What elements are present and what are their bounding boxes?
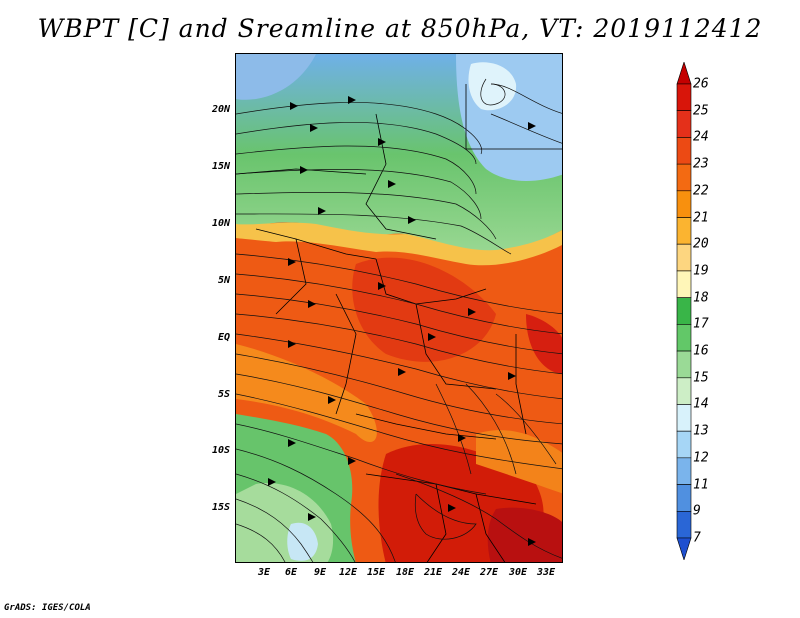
lon-label-12e: 12E	[338, 567, 358, 578]
color-scale-segments	[676, 62, 692, 560]
color-scale-bar	[676, 62, 692, 560]
lon-label-18e: 18E	[395, 567, 415, 578]
color-scale-swatch	[676, 270, 692, 298]
color-scale-swatch	[676, 537, 692, 560]
color-scale-label: 18	[693, 290, 709, 306]
color-scale-label: 19	[693, 263, 709, 279]
lon-label-24e: 24E	[451, 567, 471, 578]
color-scale-label: 25	[693, 103, 709, 119]
orange-band-southwest	[236, 344, 377, 443]
color-scale-swatch	[676, 243, 692, 272]
color-scale-swatch	[676, 510, 692, 539]
streamlines	[236, 78, 562, 562]
color-scale-swatch	[676, 430, 692, 459]
color-scale-label: 21	[693, 210, 709, 226]
lon-label-21e: 21E	[423, 567, 443, 578]
lon-label-33e: 33E	[536, 567, 556, 578]
color-scale-label: 22	[693, 183, 709, 199]
color-scale-swatch	[676, 137, 692, 165]
color-scale-label: 13	[693, 423, 709, 439]
color-scale-swatch	[676, 457, 692, 485]
grads-credit: GrADS: IGES/COLA	[4, 603, 91, 613]
map-title: WBPT [C] and Sreamline at 850hPa, VT: 20…	[37, 14, 763, 43]
color-scale-label: 7	[693, 530, 701, 546]
color-scale-label: 14	[693, 396, 709, 412]
color-scale-label: 20	[693, 236, 709, 252]
orange-band-east	[476, 430, 562, 494]
color-scale-label: 9	[693, 503, 701, 519]
lat-label-eq: EQ	[217, 332, 230, 343]
color-scale-swatch	[676, 110, 692, 138]
lat-label-5n: 5N	[217, 275, 230, 286]
wbpt-streamline-map	[236, 54, 562, 562]
color-scale-label: 17	[693, 316, 709, 332]
country-borders	[236, 84, 562, 562]
lat-label-10n: 10N	[211, 218, 230, 229]
color-scale-swatch	[676, 324, 692, 352]
lat-label-5s: 5S	[217, 389, 230, 400]
color-scale-label: 26	[693, 76, 709, 92]
blue-southwest	[287, 522, 318, 561]
color-scale-label: 16	[693, 343, 709, 359]
color-scale-swatch	[676, 404, 692, 432]
color-scale-swatch	[676, 350, 692, 379]
lon-label-15e: 15E	[366, 567, 386, 578]
lon-label-27e: 27E	[479, 567, 499, 578]
color-scale-label: 11	[693, 477, 709, 493]
lon-label-30e: 30E	[508, 567, 528, 578]
color-scale-swatch	[676, 484, 692, 512]
lat-label-15s: 15S	[211, 502, 230, 513]
streamline-arrows	[268, 96, 536, 546]
color-scale-swatch	[676, 377, 692, 405]
lon-label-3e: 3E	[257, 567, 271, 578]
map-panel	[235, 53, 563, 563]
color-scale-label: 15	[693, 370, 709, 386]
color-scale-label: 24	[693, 129, 709, 145]
lat-label-10s: 10S	[211, 445, 230, 456]
lat-label-20n: 20N	[211, 104, 230, 115]
color-scale-swatch	[676, 297, 692, 325]
lon-label-6e: 6E	[284, 567, 298, 578]
lon-label-9e: 9E	[313, 567, 327, 578]
color-scale-swatch	[676, 62, 692, 85]
blue-core-northwest	[236, 54, 316, 100]
color-scale-label: 12	[693, 450, 709, 466]
color-scale-swatch	[676, 163, 692, 192]
hot-core-east	[526, 314, 562, 374]
color-scale-swatch	[676, 190, 692, 218]
color-scale-swatch	[676, 83, 692, 112]
lat-label-15n: 15N	[211, 161, 230, 172]
hot-core-southeast	[487, 507, 562, 562]
color-scale-label: 23	[693, 156, 709, 172]
color-scale-swatch	[676, 217, 692, 245]
yellow-fringe	[236, 222, 562, 266]
